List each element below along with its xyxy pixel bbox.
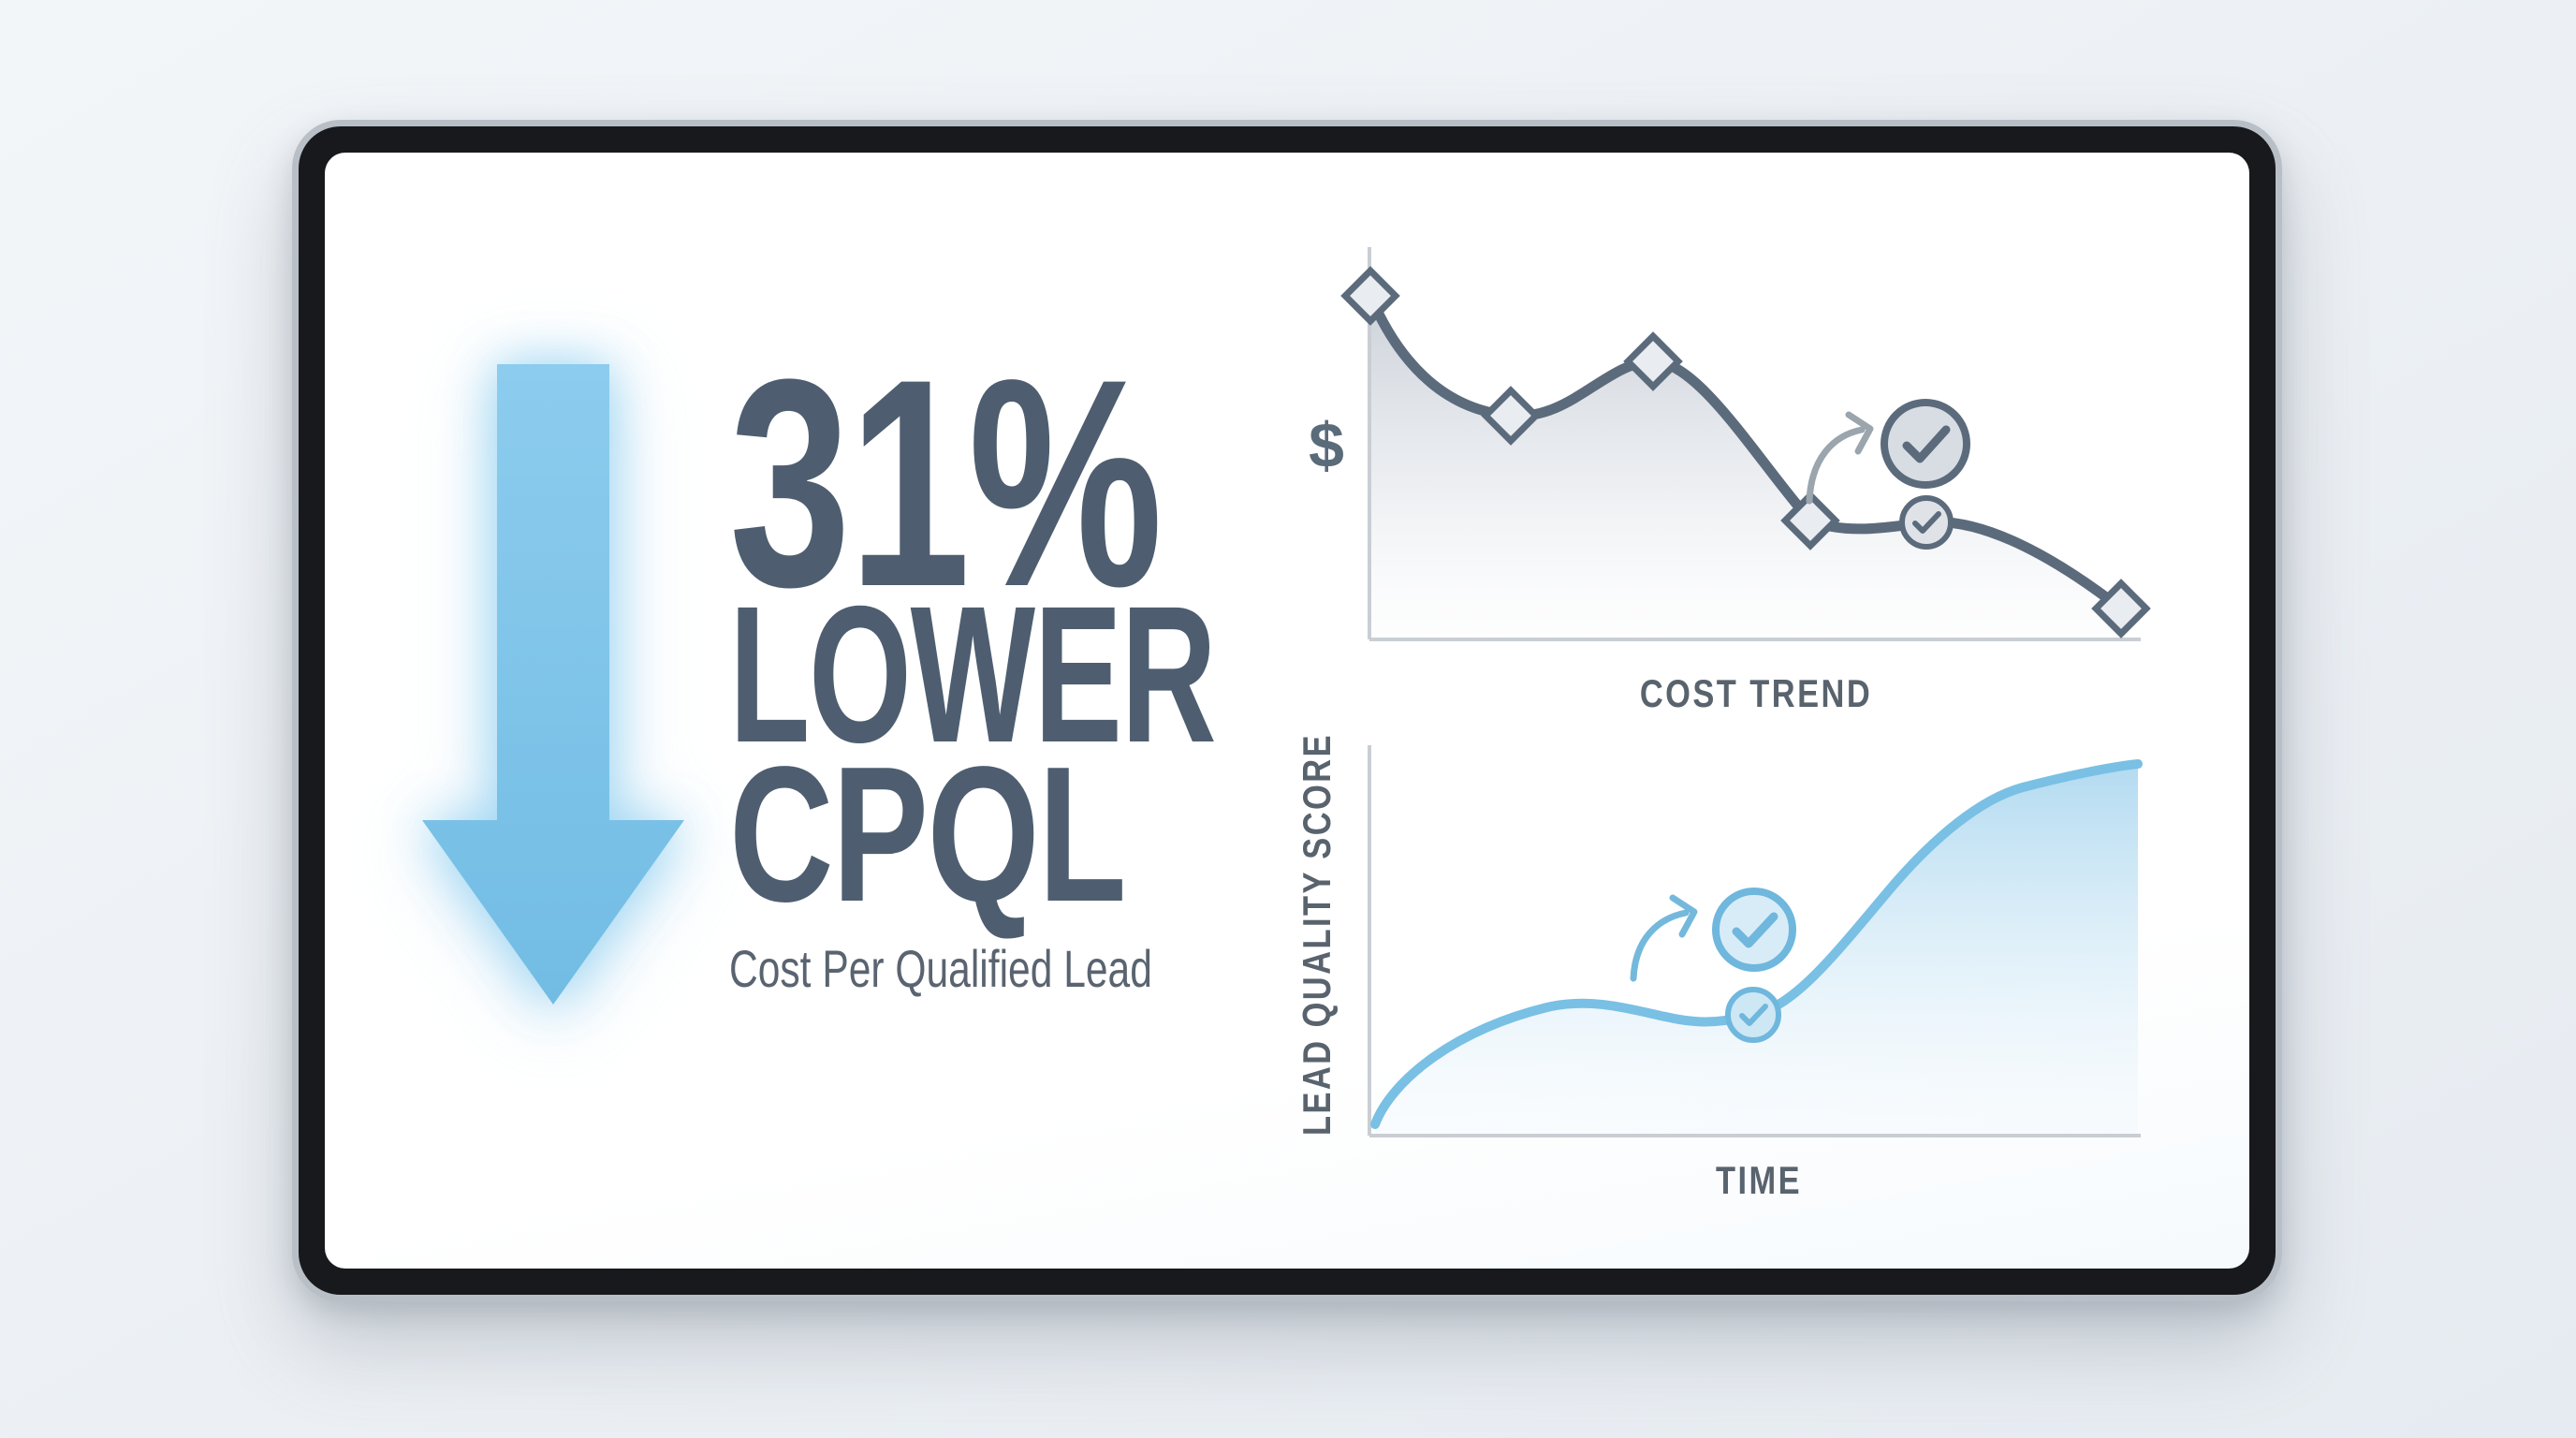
quality-y-axis-label: LEAD QUALITY SCORE [1298,733,1339,1136]
diamond-marker-icon [1340,266,1400,326]
cost-trend-title: COST TREND [1640,672,1872,716]
diamond-marker-icon [1780,491,1840,550]
tablet-frame: 31% LOWER CPQL Cost Per Qualified Lead [292,120,2282,1301]
curved-arrow-icon [1630,894,1698,982]
headline-lower: LOWER [729,566,1217,784]
headline-subtitle: Cost Per Qualified Lead [729,939,1152,998]
cost-y-axis-label: $ [1309,410,1344,481]
headline-cpql: CPQL [729,726,1127,942]
diamond-marker-icon [1623,331,1683,391]
check-circle-icon [1725,987,1781,1043]
lead-quality-chart: LEAD QUALITY SCORE TIME [1298,733,2143,1203]
diamond-marker-icon [2091,579,2151,638]
tablet-screen: 31% LOWER CPQL Cost Per Qualified Lead [325,153,2249,1269]
down-arrow-icon [422,364,684,1005]
cost-area-fill [1370,296,2121,639]
check-circle-icon [1881,399,1970,489]
check-circle-icon [1899,495,1954,550]
time-x-axis-label: TIME [1716,1159,1802,1203]
headline-percent: 31% [729,317,1163,648]
cost-trend-chart: $ COST TREND [1309,247,2151,716]
down-arrow-shape [422,364,684,1005]
check-circle-icon [1712,888,1796,972]
diamond-marker-icon [1481,386,1541,446]
diamond-markers [1340,266,2151,638]
curved-arrow-icon [1806,411,1874,505]
quality-area-fill [1375,764,2138,1136]
